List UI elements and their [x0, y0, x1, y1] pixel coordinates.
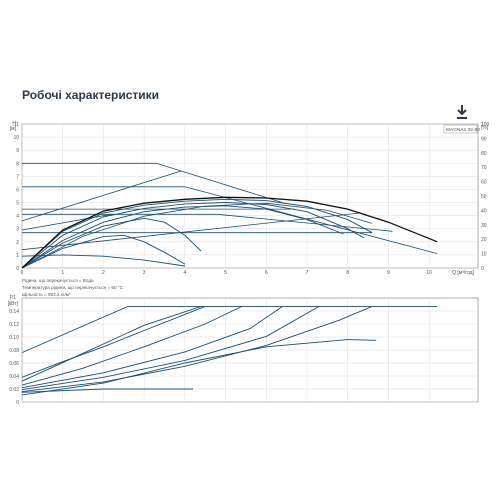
y-tick-label: 0.02 — [9, 387, 19, 393]
y-tick-label: 2 — [16, 240, 19, 246]
power-curve-6 — [21, 339, 377, 396]
download-icon[interactable] — [455, 104, 469, 120]
efficiency-curve-0 — [21, 202, 373, 269]
y-tick-label: 0.08 — [9, 348, 19, 354]
x-tick-label: 10 — [426, 270, 432, 276]
control-line-5 — [21, 212, 360, 251]
x-tick-label: 5 — [224, 270, 227, 276]
pump-curve-1 — [21, 202, 365, 269]
x-tick-label: 4 — [183, 270, 186, 276]
y2-tick-label: 80 — [481, 151, 487, 157]
pump-curve-3 — [21, 217, 202, 269]
y2-tick-label: 20 — [481, 237, 487, 243]
y-tick-label: 10 — [13, 135, 19, 141]
y2-tick-label: 100 — [481, 122, 490, 128]
y-tick-label: 0.14 — [9, 309, 19, 315]
x-tick-label: 1 — [61, 270, 64, 276]
power-curve-1 — [21, 305, 202, 382]
power-curve-5 — [21, 305, 373, 393]
power-curve-2 — [21, 305, 243, 386]
note-1: Температура рідини, що перекачується = 6… — [22, 285, 124, 290]
pump-curve-5 — [21, 254, 185, 267]
model-label: MAGNA1 32-80 — [446, 127, 480, 133]
pump-curve-0 — [21, 198, 373, 269]
note-2: Щільність = 983.2 кг/м³ — [22, 292, 71, 297]
control-line-0 — [22, 162, 287, 205]
y-tick-label: 0 — [16, 400, 19, 406]
head-flow-chart: 0 1 2 3 4 5 6 7 8 9 10 11 0 10 20 30 40 50 60 70 80 90 100 0 1 2 3… — [10, 121, 490, 297]
x-axis-unit: Q [м³/год] — [452, 270, 474, 276]
y-tick-label: 9 — [16, 148, 19, 154]
x-tick-label: 0 — [21, 270, 24, 276]
power-curve-8 — [21, 388, 193, 393]
x-tick-label: 3 — [143, 270, 146, 276]
power-chart: 0 0.02 0.04 0.06 0.08 0.10 0.12 0.14 P1[кВт] — [8, 295, 479, 406]
control-line-3 — [22, 213, 393, 232]
y-tick-label: 6 — [16, 187, 19, 193]
x-tick-label: 9 — [387, 270, 390, 276]
power-curve-7 — [21, 305, 206, 378]
y2-tick-label: 50 — [481, 194, 487, 200]
y2-tick-label: 70 — [481, 165, 487, 171]
y2-tick-label: 60 — [481, 180, 487, 186]
power-curve-4 — [21, 306, 320, 391]
y2-tick-label: 40 — [481, 208, 487, 214]
x-tick-label: 6 — [265, 270, 268, 276]
y-tick-label: 1 — [16, 253, 19, 259]
y2-tick-label: 10 — [481, 252, 487, 258]
power-curve-0 — [21, 305, 438, 354]
note-0: Рідина, що перекачується = Вода — [22, 278, 94, 283]
y-axis-unit: [кВт] — [8, 301, 19, 307]
y-tick-label: 7 — [16, 174, 19, 180]
y-tick-label: 3 — [16, 227, 19, 233]
control-line-7 — [21, 170, 181, 222]
y-tick-label: 5 — [16, 201, 19, 207]
y2-tick-label: 90 — [481, 136, 487, 142]
power-curve-3 — [21, 306, 283, 389]
y-tick-label: 8 — [16, 161, 19, 167]
pump-curve-2 — [21, 205, 344, 269]
x-tick-label: 7 — [306, 270, 309, 276]
y2-tick-label: 30 — [481, 223, 487, 229]
y-tick-label: 11 — [14, 122, 19, 128]
y-tick-label: 0.06 — [9, 361, 19, 367]
x-tick-label: 8 — [346, 270, 349, 276]
model-box — [443, 124, 478, 134]
page-title: Робочі характеристики — [22, 88, 160, 102]
x-tick-label: 2 — [102, 270, 105, 276]
y-tick-label: 0.12 — [9, 322, 19, 328]
y-axis-label: H — [12, 121, 16, 127]
y-tick-label: 0.10 — [9, 335, 19, 341]
control-line-6 — [21, 213, 112, 231]
pump-curve-4 — [21, 234, 186, 269]
y-tick-label: 0 — [16, 266, 19, 272]
y2-axis-unit: [%] — [481, 125, 489, 131]
y2-tick-label: 0 — [481, 266, 484, 272]
y-axis-unit: [м] — [10, 126, 17, 132]
max-curve — [21, 196, 438, 269]
y-tick-label: 4 — [16, 214, 19, 220]
y-axis-label: P1 — [10, 295, 16, 301]
y-tick-label: 0.04 — [9, 374, 19, 380]
